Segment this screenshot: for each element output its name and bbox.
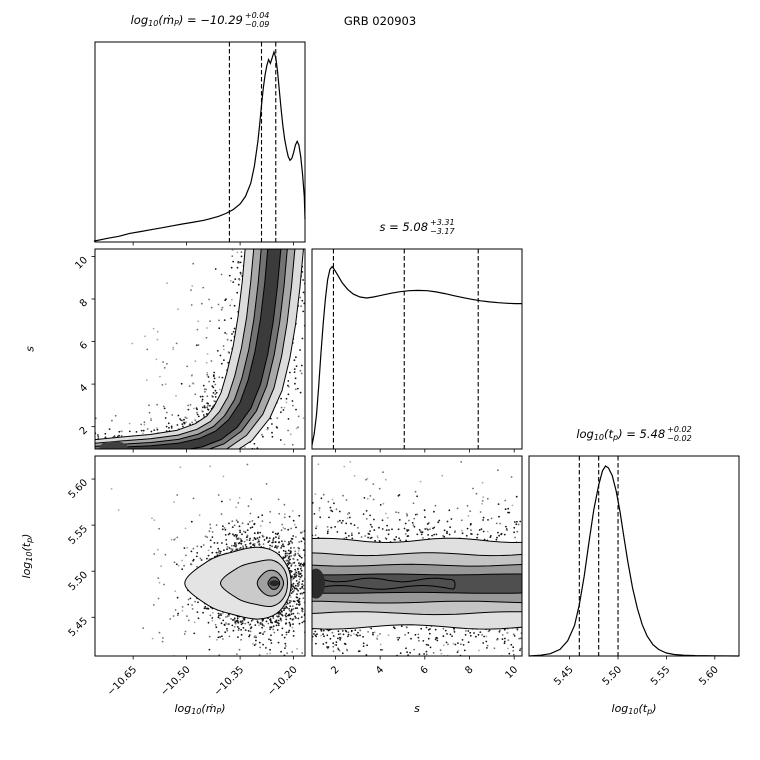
- panel-hist-mdot: [93, 41, 306, 246]
- contour-level-4: [312, 573, 522, 594]
- x-axis-label-tp: log10(tp): [611, 702, 657, 716]
- density-curve: [311, 265, 522, 446]
- y-tick-label: 5.50: [67, 570, 91, 594]
- panel-hist-tp: 5.45 5.50 5.55 5.60: [528, 455, 740, 688]
- density-curve: [528, 465, 740, 657]
- x-tick-label: 8: [463, 664, 475, 676]
- x-tick-label: 6: [419, 664, 431, 676]
- x-tick-label: −10.65: [105, 664, 139, 698]
- x-tick-label: 5.50: [601, 664, 625, 688]
- error-stack: +0.04 −0.09: [244, 10, 270, 29]
- title-tp-posterior: log10(tp) = 5.48 +0.02 −0.02: [576, 424, 692, 443]
- panel-frame: [528, 455, 740, 657]
- panel-2d-tp-vs-s: [312, 461, 522, 656]
- panel-hist-s: [311, 248, 523, 453]
- error-stack: +0.02 −0.02: [667, 424, 692, 443]
- x-tick-label: 2: [329, 664, 341, 676]
- error-stack: +3.31 −3.17: [430, 217, 455, 236]
- inner-contour-squiggle: [318, 577, 456, 590]
- x-tick-label: −10.50: [159, 664, 193, 698]
- contour-level-3: [95, 249, 288, 449]
- density-curve: [93, 50, 306, 242]
- panel-frame: [94, 248, 306, 450]
- density-blob: [99, 441, 128, 449]
- title-mdot-posterior: log10(ṁP) = −10.29 +0.04 −0.09: [130, 10, 270, 29]
- y-axis-label-tp: log10(tp): [20, 533, 34, 579]
- density-blob: [312, 568, 326, 599]
- y-tick-label: 5.45: [67, 616, 91, 640]
- panel-frame: [311, 248, 523, 450]
- x-tick-label: 5.45: [552, 664, 576, 688]
- y-tick-label: 5.60: [67, 477, 91, 501]
- y-tick-label: 4: [78, 382, 90, 394]
- x-axis-label-s: s: [414, 702, 420, 715]
- figure-title: GRB 020903: [343, 14, 417, 28]
- x-axis-label-mdot: log10(ṁP): [174, 702, 226, 716]
- panel-frame: [94, 455, 306, 657]
- panel-frame: [311, 455, 523, 657]
- y-tick-label: 10: [73, 255, 90, 272]
- scatter-mid: [95, 249, 303, 449]
- contour-level-4: [95, 249, 282, 449]
- y-tick-label: 2: [78, 425, 90, 437]
- y-axis-label-s: s: [23, 346, 37, 352]
- panel-frame: [94, 41, 306, 243]
- panel-2d-tp-vs-mdot: [110, 463, 305, 656]
- x-tick-label: 4: [374, 664, 386, 676]
- panel-2d-s-vs-mdot: [95, 249, 305, 449]
- title-s-posterior: s = 5.08 +3.31 −3.17: [379, 217, 455, 236]
- x-tick-label: 10: [504, 664, 521, 681]
- x-tick-label: 5.60: [697, 664, 721, 688]
- x-tick-label: 5.55: [649, 664, 673, 688]
- y-tick-label: 5.55: [67, 523, 91, 547]
- y-tick-label: 8: [78, 297, 90, 309]
- x-tick-label: −10.20: [266, 664, 300, 698]
- density-core: [269, 580, 280, 587]
- y-tick-label: 6: [78, 340, 90, 352]
- x-tick-label: −10.35: [212, 664, 246, 698]
